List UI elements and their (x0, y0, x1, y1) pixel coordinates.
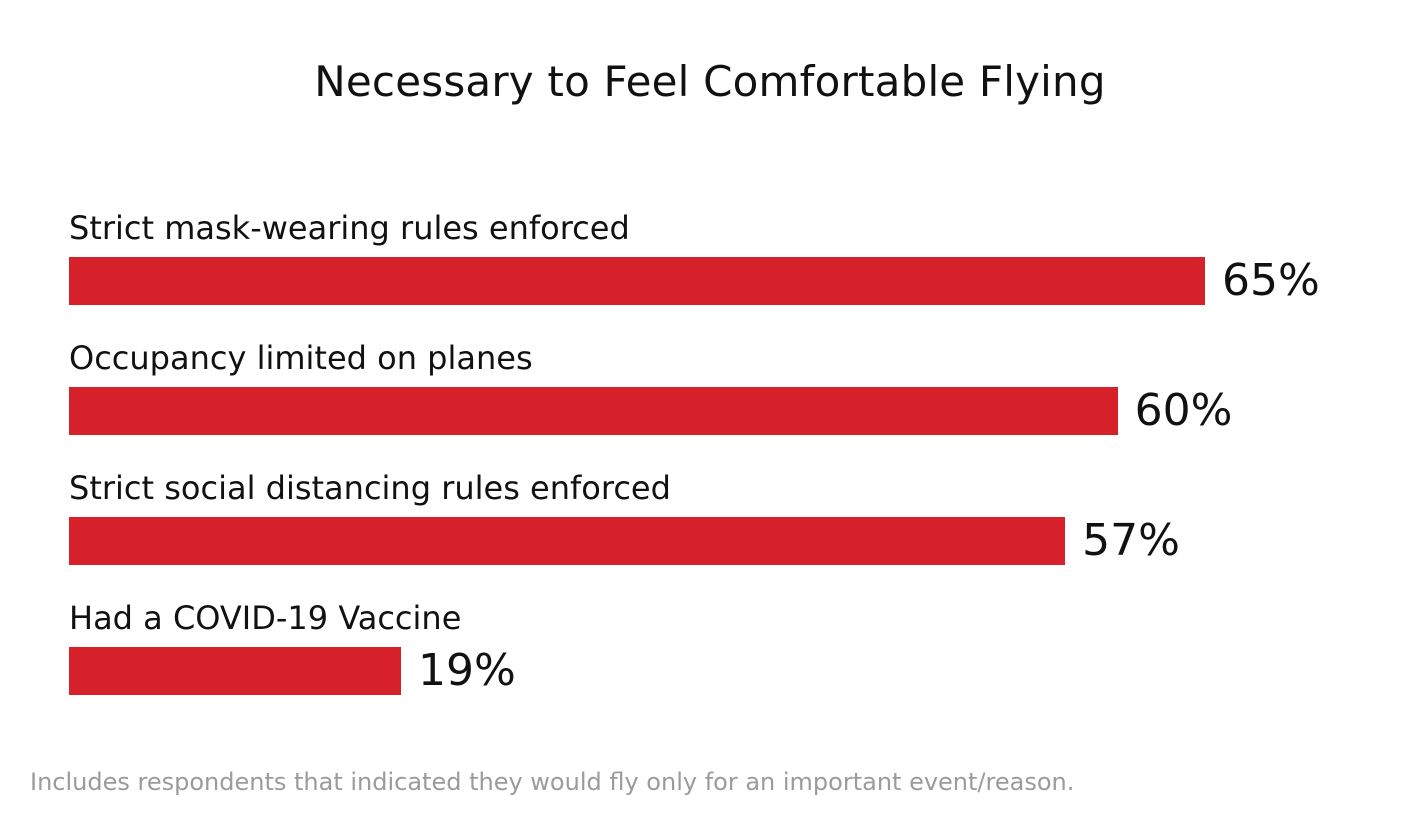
bar (69, 387, 1118, 435)
bar (69, 517, 1066, 565)
category-label: Strict social distancing rules enforced (69, 469, 671, 507)
bar (69, 257, 1205, 305)
value-label: 60% (1134, 385, 1233, 436)
value-label: 19% (418, 645, 516, 696)
category-label: Strict mask-wearing rules enforced (69, 209, 630, 247)
value-label: 57% (1082, 515, 1180, 566)
value-label: 65% (1222, 255, 1320, 306)
bar (69, 647, 402, 695)
chart-title: Necessary to Feel Comfortable Flying (314, 57, 1106, 106)
category-label: Occupancy limited on planes (69, 339, 533, 377)
chart-footnote: Includes respondents that indicated they… (30, 768, 1075, 796)
category-label: Had a COVID-19 Vaccine (69, 599, 462, 637)
